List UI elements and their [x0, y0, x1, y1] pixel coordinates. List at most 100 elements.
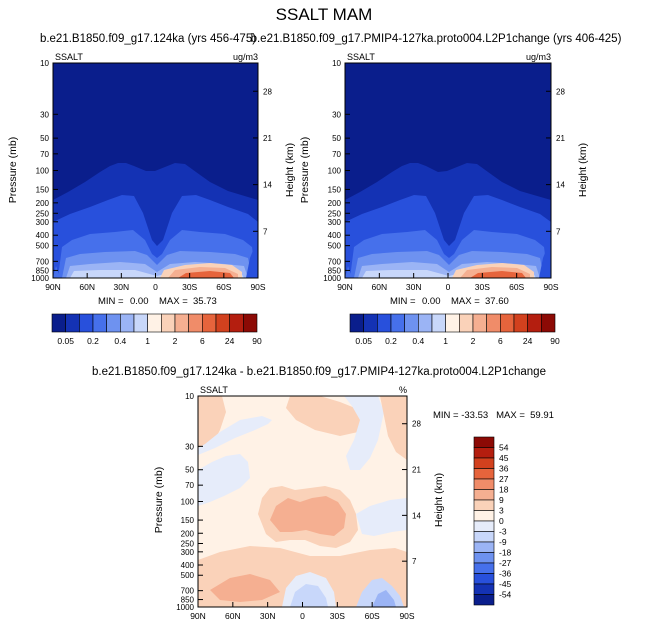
panel-2-x-tick-label: 90S — [543, 282, 558, 292]
panel-1-x-tick-label: 0 — [153, 282, 158, 292]
panel-3-colorbar-swatch — [473, 468, 495, 480]
panel-3-region-sh-surface-negative-core — [372, 590, 396, 607]
panel-2: b.e21.B1850.f09_g17.PMIP4-127ka.proto004… — [251, 33, 622, 346]
panel-3-x-axis: 90N 60N 30N 0 30S 60S 90S — [190, 602, 415, 621]
panel-1-colorbar-label: 2 — [173, 336, 178, 346]
panel-2-contour-level-9 — [470, 271, 526, 278]
panel-1-x-tick-label: 30N — [114, 282, 130, 292]
panel-3-region-tropical-strong-positive — [270, 496, 346, 536]
panel-3-y-tick-label: 300 — [181, 548, 195, 557]
panel-1-x-axis: 90N 60N 30N 0 30S 60S 90S — [45, 273, 266, 292]
panel-2-colorbar: 0.05 0.2 0.4 1 2 6 24 90 — [349, 313, 560, 346]
panel-3-colorbar-swatch — [473, 583, 495, 595]
panel-3-y-tick-label: 200 — [181, 529, 195, 538]
panel-1-height-tick-label: 28 — [263, 87, 272, 96]
panel-1-y-tick-label: 500 — [36, 242, 50, 251]
panel-2-y-axis-title: Pressure (mb) — [299, 137, 311, 204]
panel-3: b.e21.B1850.f09_g17.124ka - b.e21.B1850.… — [92, 366, 554, 621]
panel-1-colorbar-swatch — [79, 313, 94, 333]
panel-1-colorbar-swatch — [161, 313, 176, 333]
panel-2-colorbar-swatch — [541, 313, 556, 333]
panel-2-colorbar-label: 6 — [498, 336, 503, 346]
panel-3-region-upper-positive — [286, 396, 368, 436]
panel-2-y-tick-label: 500 — [328, 242, 342, 251]
panel-1-y-axis-title: Pressure (mb) — [7, 137, 19, 204]
panel-1-y-tick-label: 30 — [40, 110, 49, 119]
panel-3-region-sh-tropopause-negative — [356, 498, 407, 536]
panel-3-region-nh-lower-strong-positive — [210, 574, 280, 602]
panel-2-x-tick-label: 60N — [372, 282, 388, 292]
panel-2-colorbar-label: 24 — [523, 336, 533, 346]
panel-2-min-value: 0.00 — [422, 296, 441, 307]
panel-3-colorbar-swatch — [473, 478, 495, 490]
panel-2-colorbar-swatch — [431, 313, 446, 333]
panel-1-colorbar-label: 1 — [145, 336, 150, 346]
panel-3-x-tick-label: 60N — [225, 611, 241, 621]
panel-1-colorbar-swatch — [65, 313, 80, 333]
panel-2-colorbar-label: 0.2 — [385, 336, 397, 346]
panel-3-colorbar-swatch — [473, 457, 495, 469]
panel-1: b.e21.B1850.f09_g17.124ka (yrs 456-475) … — [7, 33, 296, 346]
panel-3-height-tick-label: 21 — [412, 466, 421, 475]
panel-1-colorbar-label: 0.05 — [57, 336, 74, 346]
panel-2-height-tick-label: 21 — [556, 134, 565, 143]
panel-3-colorbar-swatch — [473, 562, 495, 574]
panel-3-colorbar-label: -54 — [499, 590, 512, 600]
panel-2-y-tick-label: 300 — [328, 218, 342, 227]
panel-2-stats: MIN = 0.00 MAX = 37.60 — [390, 296, 509, 307]
panel-3-title: b.e21.B1850.f09_g17.124ka - b.e21.B1850.… — [92, 366, 546, 378]
panel-3-x-tick-label: 30S — [330, 611, 345, 621]
panel-3-height-tick-label: 14 — [412, 511, 421, 520]
panel-2-x-tick-label: 30S — [475, 282, 490, 292]
panel-2-units-label: ug/m3 — [526, 52, 551, 62]
panel-3-y-tick-label: 10 — [185, 392, 194, 401]
panel-3-y-tick-label: 50 — [185, 466, 194, 475]
panel-2-y-tick-label: 50 — [332, 134, 341, 143]
panel-3-stats: MIN = -33.53 MAX = 59.91 — [433, 410, 554, 421]
panel-3-colorbar-label: 18 — [499, 485, 509, 495]
panel-1-y-tick-label: 250 — [36, 209, 50, 218]
panel-2-title: b.e21.B1850.f09_g17.PMIP4-127ka.proto004… — [251, 33, 622, 45]
panel-3-colorbar-swatch — [473, 499, 495, 511]
panel-1-north-pole-patch — [53, 266, 60, 278]
panel-1-units-label: ug/m3 — [233, 52, 258, 62]
panel-3-colorbar-swatch — [473, 573, 495, 585]
panel-1-colorbar-swatch — [51, 313, 66, 333]
panel-3-region-nh-upper-positive — [198, 396, 226, 452]
panel-3-colorbar-label: 54 — [499, 443, 509, 453]
panel-2-north-pole-patch — [345, 266, 352, 278]
panel-1-height-tick-label: 7 — [263, 227, 268, 236]
panel-3-y-tick-label: 150 — [181, 516, 195, 525]
panel-2-x-axis: 90N 60N 30N 0 30S 60S 90S — [337, 273, 559, 292]
panel-2-colorbar-label: 1 — [443, 336, 448, 346]
panel-2-y-tick-label: 1000 — [323, 274, 341, 283]
panel-3-height-axis-title: Height (km) — [433, 473, 445, 527]
panel-3-x-tick-label: 90N — [190, 611, 206, 621]
panel-2-y-tick-label: 150 — [328, 185, 342, 194]
panel-1-colorbar-swatch — [202, 313, 217, 333]
panel-1-colorbar-swatch — [188, 313, 203, 333]
panel-3-x-tick-label: 0 — [300, 611, 305, 621]
panel-3-colorbar-label: 9 — [499, 495, 504, 505]
panel-1-variable-label: SSALT — [55, 52, 83, 62]
panel-2-colorbar-swatch — [513, 313, 528, 333]
panel-2-y-tick-label: 200 — [328, 199, 342, 208]
panel-1-colorbar-label: 90 — [252, 336, 262, 346]
panel-2-height-axis: 28 21 14 7 — [546, 87, 565, 236]
panel-3-region-nh-stratosphere-negative — [198, 416, 272, 455]
panel-2-colorbar-swatch — [390, 313, 405, 333]
panel-3-y-axis-title: Pressure (mb) — [153, 467, 165, 534]
panel-1-colorbar-label: 6 — [200, 336, 205, 346]
panel-1-y-tick-label: 200 — [36, 199, 50, 208]
panel-3-region-sh-upper-positive — [380, 396, 407, 460]
panel-2-min-label: MIN = — [390, 296, 416, 307]
panel-2-colorbar-swatch — [527, 313, 542, 333]
panel-3-height-tick-label: 7 — [412, 557, 417, 566]
panel-2-max-label: MAX = — [451, 296, 480, 307]
panel-3-height-tick-label: 28 — [412, 420, 421, 429]
panel-1-height-axis-title: Height (km) — [284, 143, 296, 197]
